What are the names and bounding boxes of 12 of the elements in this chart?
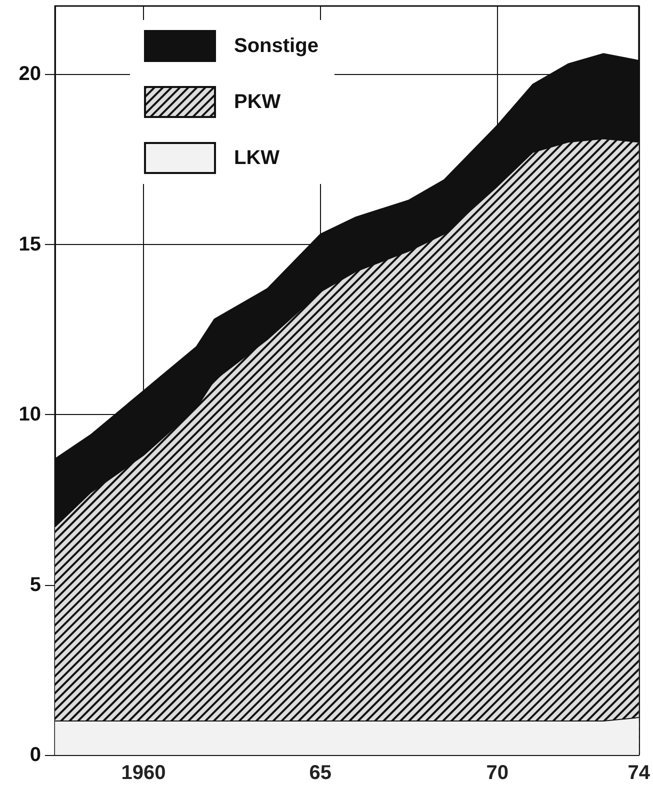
legend-label: LKW: [234, 147, 280, 169]
y-tick-label: 5: [30, 574, 41, 596]
x-tick-label: 65: [309, 762, 332, 784]
y-tick-label: 0: [30, 744, 41, 766]
x-tick-label: 1960: [121, 762, 166, 784]
y-tick-label: 20: [18, 63, 41, 86]
x-tick-label: 70: [486, 762, 508, 784]
y-tick-label: 15: [18, 233, 41, 256]
legend-label: Sonstige: [234, 35, 318, 57]
y-tick-label: 10: [18, 404, 41, 426]
legend-label: PKW: [234, 91, 281, 113]
x-tick-label: 74: [628, 762, 651, 784]
